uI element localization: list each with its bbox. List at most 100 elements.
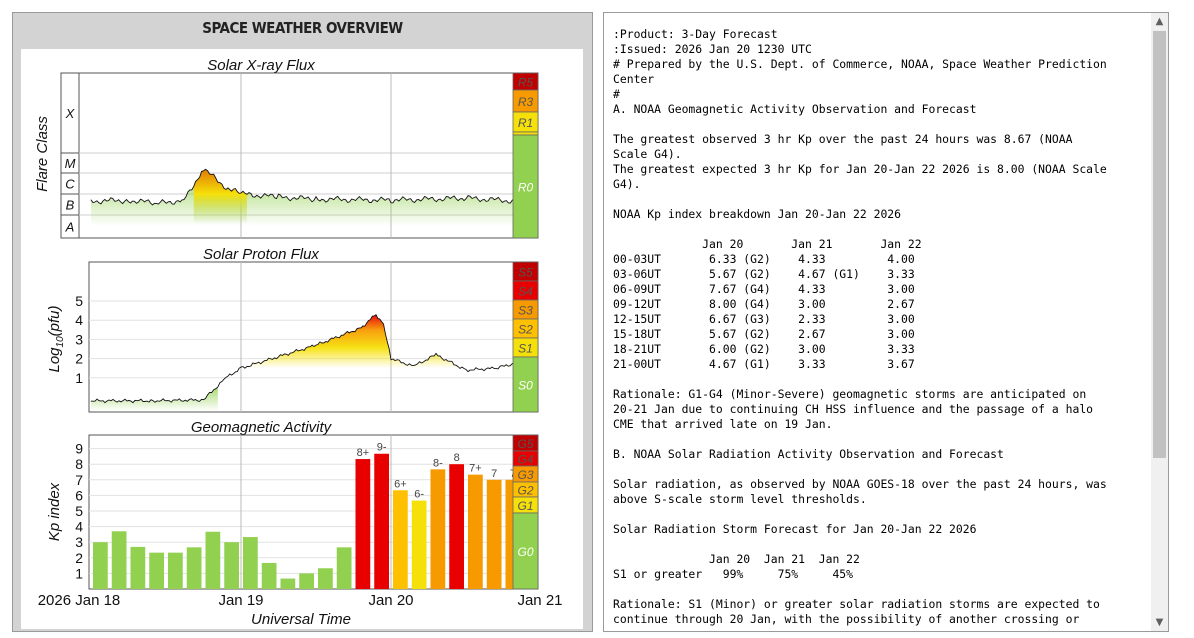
kp-bar xyxy=(186,547,202,589)
kp-bar xyxy=(111,531,127,589)
proton-scale-label-s5: S5 xyxy=(518,266,533,280)
xray-flare-fill xyxy=(193,169,247,224)
kp-tick-9: 9 xyxy=(75,441,83,457)
kp-bar xyxy=(149,552,164,589)
chevron-up-icon[interactable]: ▲ xyxy=(1155,16,1164,27)
kp-bars: 8+9-6+6-8-87+77 xyxy=(93,442,521,589)
kp-bar xyxy=(336,547,352,589)
time-axis-label: Universal Time xyxy=(251,611,351,628)
kp-bar xyxy=(130,546,146,589)
proton-tick-1: 1 xyxy=(75,370,83,386)
xray-chart-title: Solar X-ray Flux xyxy=(207,57,315,74)
geomag-scale-band-g0 xyxy=(512,512,539,590)
proton-y-axis-label-sub: 10 xyxy=(55,336,66,348)
kp-tick-8: 8 xyxy=(75,456,83,472)
forecast-line: 20-21 Jan due to continuing CH HSS influ… xyxy=(613,402,1094,416)
kp-bar-label: 9- xyxy=(377,442,387,454)
kp-bar xyxy=(411,500,427,589)
forecast-line: 00-03UT 6.33 (G2) 4.33 4.00 xyxy=(613,252,915,266)
kp-bar-label: 6- xyxy=(414,489,424,501)
kp-tick-5: 5 xyxy=(75,503,83,519)
xray-scale-label-r5: R5 xyxy=(518,76,534,90)
proton-flux-low-fill xyxy=(91,387,218,411)
xray-flux-line xyxy=(90,168,519,206)
vertical-scrollbar[interactable]: ▲ ▼ xyxy=(1151,13,1168,631)
proton-flux-high-fill xyxy=(219,314,519,401)
forecast-line: 03-06UT 5.67 (G2) 4.67 (G1) 3.33 xyxy=(613,267,915,281)
forecast-text: :Product: 3-Day Forecast :Issued: 2026 J… xyxy=(613,27,1107,627)
forecast-line: 15-18UT 5.67 (G2) 2.67 3.00 xyxy=(613,327,915,341)
scrollbar-thumb[interactable] xyxy=(1153,31,1166,458)
proton-scale-label-s0: S0 xyxy=(518,379,533,393)
xray-class-label-x: X xyxy=(65,106,76,121)
forecast-line: A. NOAA Geomagnetic Activity Observation… xyxy=(613,102,977,116)
kp-tick-7: 7 xyxy=(75,472,83,488)
kp-bar-label: 8- xyxy=(433,457,443,469)
forecast-line: Rationale: G1-G4 (Minor-Severe) geomagne… xyxy=(613,387,1087,401)
geomagnetic-chart: Geomagnetic Activity 8+ 9- 6+ 6- 8- 8 7+ 7 7 123… xyxy=(46,419,539,590)
kp-bar xyxy=(243,537,258,589)
forecast-line: above S-scale storm level thresholds. xyxy=(613,492,867,506)
forecast-line: The greatest observed 3 hr Kp over the p… xyxy=(613,132,1073,146)
kp-bar xyxy=(468,474,483,589)
geomag-scale-label-g3: G3 xyxy=(517,468,533,482)
forecast-text-panel[interactable]: :Product: 3-Day Forecast :Issued: 2026 J… xyxy=(603,12,1169,632)
kp-bar xyxy=(318,568,333,589)
proton-flux-trace xyxy=(90,314,519,411)
proton-flux-line xyxy=(90,314,519,404)
forecast-line: Center xyxy=(613,72,655,86)
forecast-line: Rationale: S1 (Minor) or greater solar r… xyxy=(613,597,1100,611)
geomag-chart-title: Geomagnetic Activity xyxy=(191,419,333,436)
proton-y-axis-label-tail: (pfu) xyxy=(46,305,63,336)
kp-bar-label: 8 xyxy=(454,452,460,464)
proton-solar-radiation-scale: S5 S4 S3 S2 S1 S0 xyxy=(512,261,539,413)
xray-scale-label-r1: R1 xyxy=(518,116,533,130)
geomag-scale-label-g1: G1 xyxy=(517,499,533,513)
forecast-line: CME that arrived late on 19 Jan. xyxy=(613,417,833,431)
forecast-line: :Product: 3-Day Forecast xyxy=(613,27,778,41)
xray-class-label-c: C xyxy=(65,177,75,192)
kp-bar xyxy=(280,578,296,589)
forecast-line: # Prepared by the U.S. Dept. of Commerce… xyxy=(613,57,1107,71)
xray-radio-scale: R5 R3 R1 R0 xyxy=(512,72,539,239)
kp-bar-label: 7+ xyxy=(469,463,482,475)
proton-tick-2: 2 xyxy=(75,351,83,367)
proton-scale-label-s4: S4 xyxy=(518,285,533,299)
chevron-down-icon[interactable]: ▼ xyxy=(1155,617,1164,628)
xray-class-label-b: B xyxy=(66,198,75,213)
kp-tick-4: 4 xyxy=(75,519,83,535)
proton-y-axis-label: Log10(pfu) xyxy=(46,305,66,372)
xray-class-label-m: M xyxy=(65,156,76,171)
kp-bar xyxy=(449,464,464,589)
forecast-line: Jan 20 Jan 21 Jan 22 xyxy=(613,552,860,566)
kp-bar xyxy=(205,531,221,589)
space-weather-overview-panel: SPACE WEATHER OVERVIEW xyxy=(12,12,593,632)
panel-title: SPACE WEATHER OVERVIEW xyxy=(202,19,403,37)
kp-tick-1: 1 xyxy=(75,565,83,581)
forecast-line: 09-12UT 8.00 (G4) 3.00 2.67 xyxy=(613,297,915,311)
kp-bar xyxy=(299,573,314,589)
proton-tick-5: 5 xyxy=(75,293,83,309)
forecast-line: The greatest expected 3 hr Kp for Jan 20… xyxy=(613,162,1107,176)
xray-y-axis-label: Flare Class xyxy=(34,116,51,192)
geomag-scale-label-g5: G5 xyxy=(517,437,533,451)
forecast-line: Solar Radiation Storm Forecast for Jan 2… xyxy=(613,522,977,536)
time-axis-tick-3: Jan 21 xyxy=(517,592,562,609)
proton-y-axis-label-main: Log xyxy=(46,347,63,373)
kp-bar xyxy=(224,542,239,589)
proton-chart-title: Solar Proton Flux xyxy=(203,246,319,263)
kp-bar xyxy=(486,479,502,589)
geomag-scale-label-g0: G0 xyxy=(517,545,533,559)
kp-bar xyxy=(261,562,277,589)
geomag-scale-label-g2: G2 xyxy=(517,484,533,498)
time-axis-tick-0: 2026 Jan 18 xyxy=(38,592,121,609)
forecast-line: 18-21UT 6.00 (G2) 3.00 3.33 xyxy=(613,342,915,356)
kp-tick-2: 2 xyxy=(75,550,83,566)
proton-scale-band-s0 xyxy=(512,356,539,413)
kp-tick-6: 6 xyxy=(75,487,83,503)
